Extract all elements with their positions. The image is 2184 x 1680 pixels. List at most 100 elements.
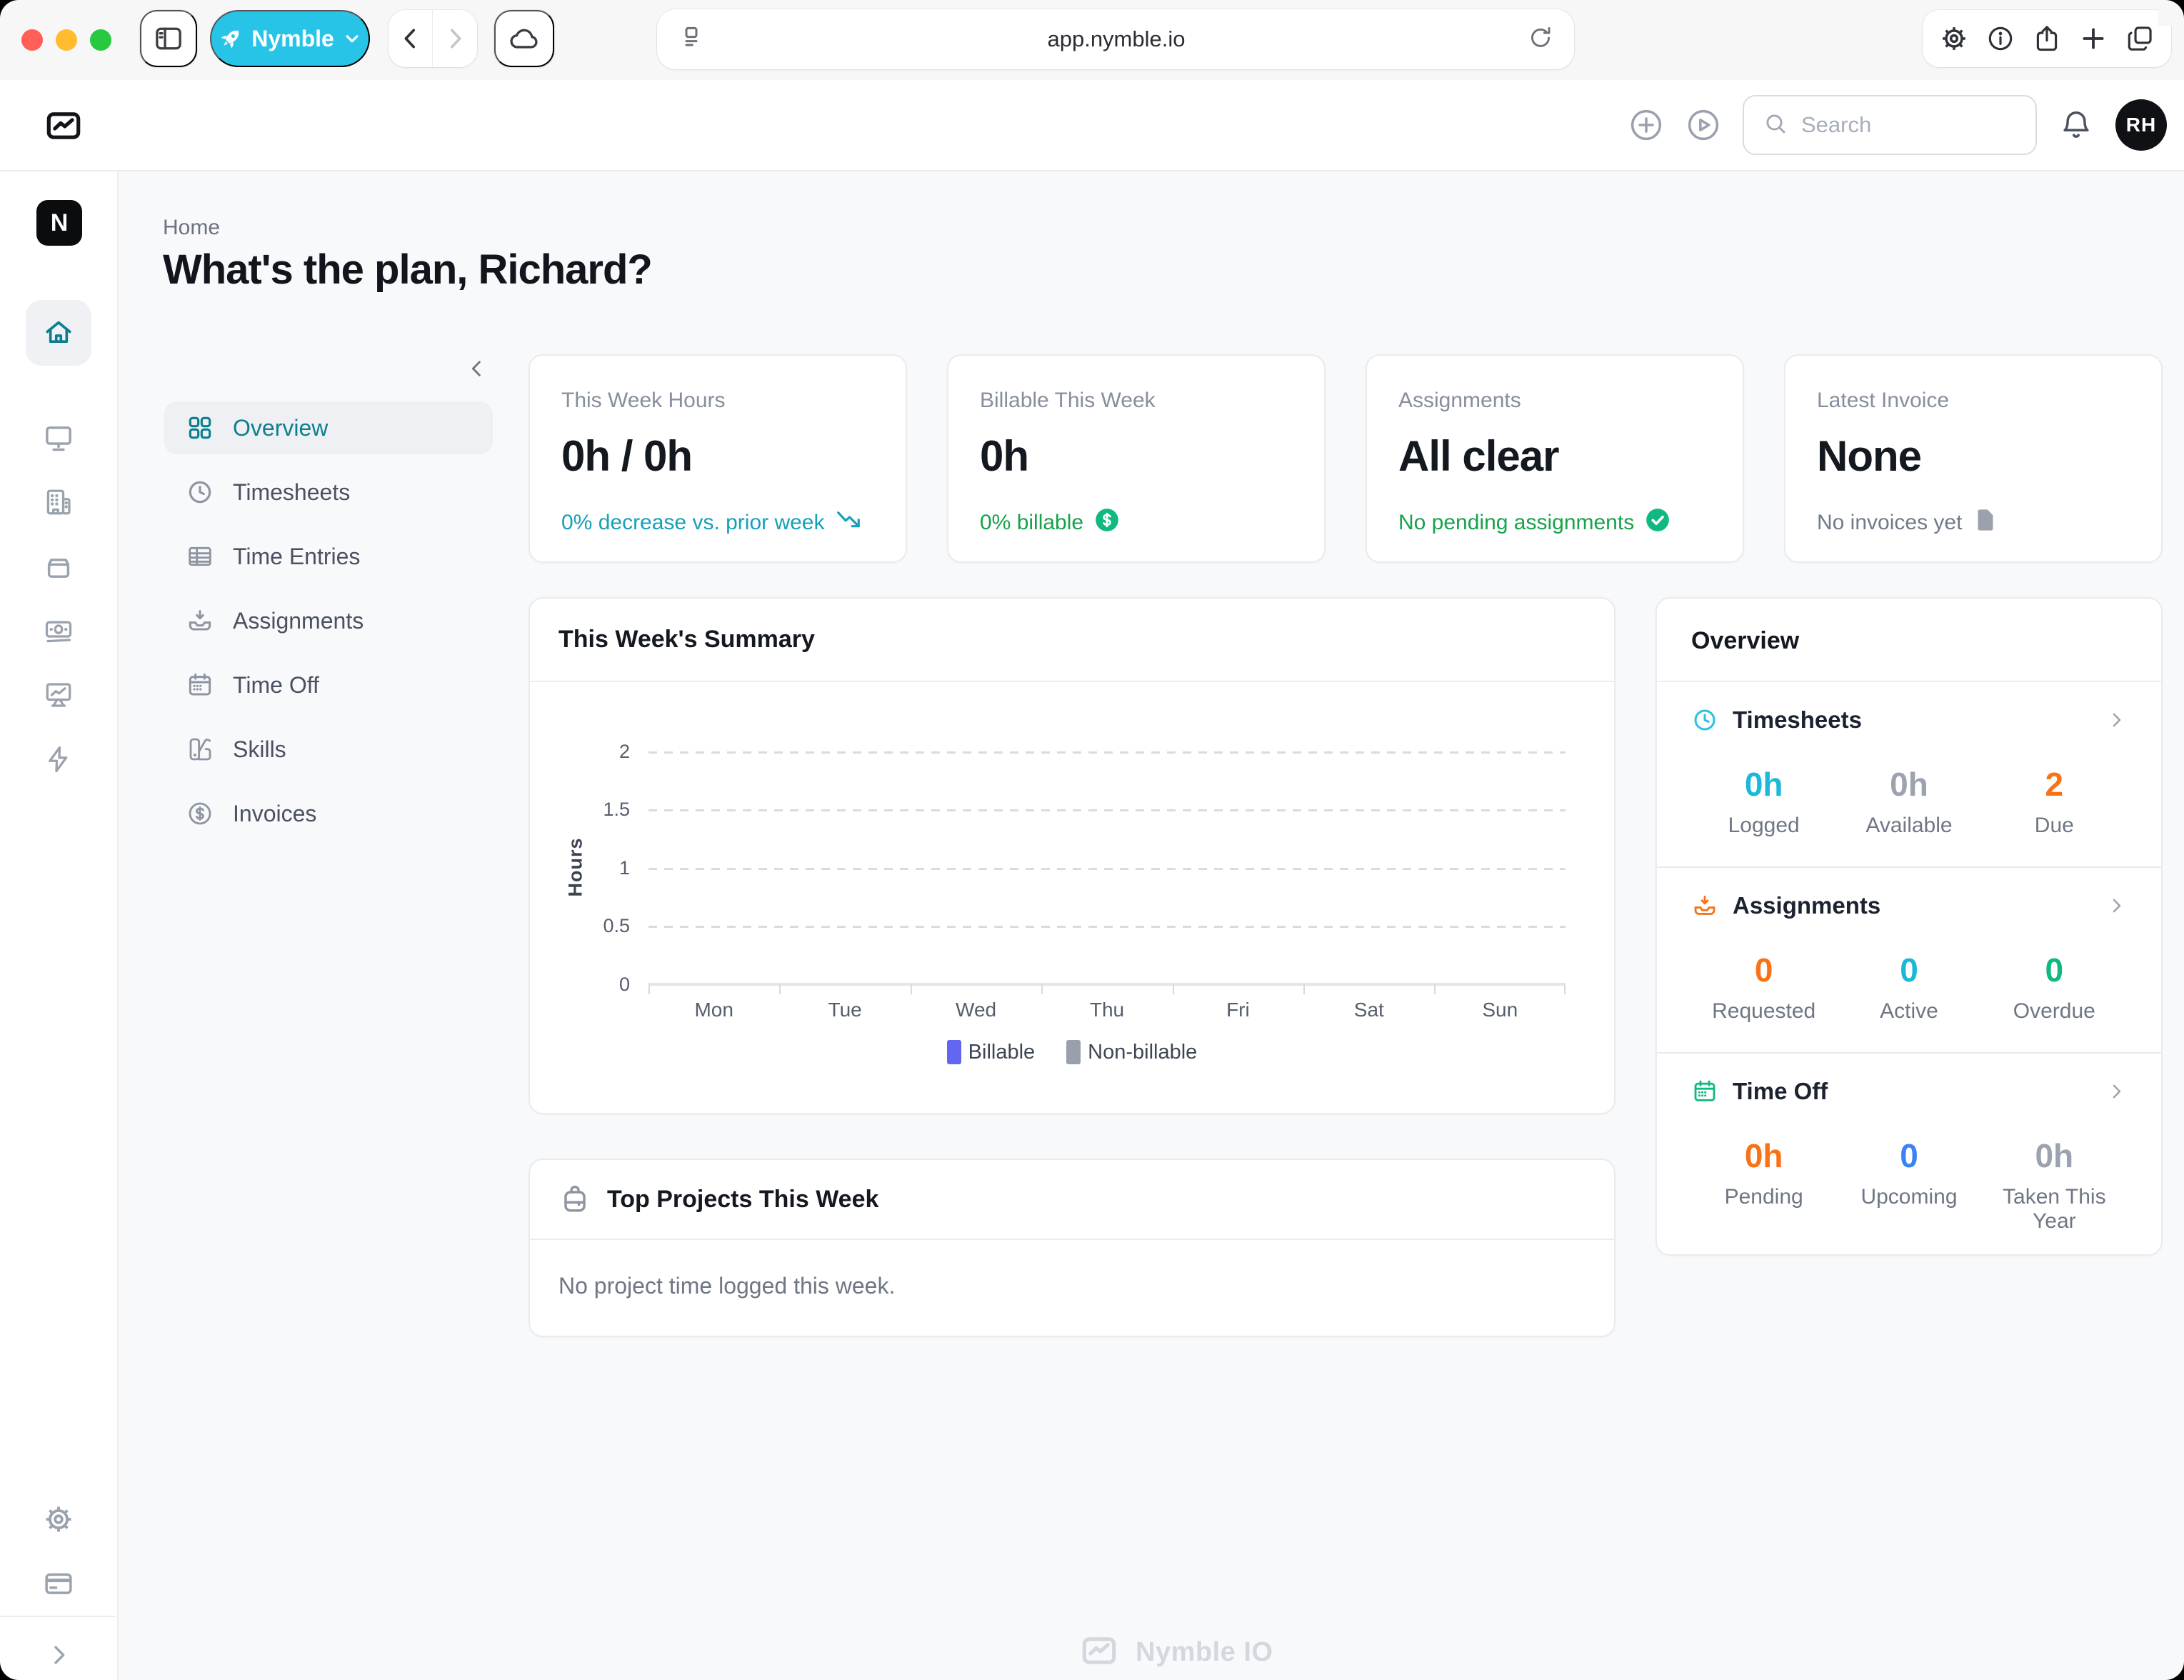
chart-plot-area [648, 751, 1566, 994]
building-icon [42, 486, 75, 521]
share-icon[interactable] [2032, 24, 2062, 54]
breadcrumb[interactable]: Home [163, 216, 221, 239]
chevron-right-icon[interactable] [2105, 895, 2127, 916]
close-window-button[interactable] [21, 29, 43, 51]
stat-value: 0 [1900, 951, 1918, 989]
stat-value: 0 [2045, 951, 2064, 989]
section-title: Assignments [1733, 892, 1881, 919]
main-content: Home What's the plan, Richard? Overview … [119, 171, 2184, 1680]
section-stats: 0h Pending 0 Upcoming 0h Taken This Year [1691, 1136, 2127, 1234]
rail-item-projects[interactable] [26, 534, 91, 600]
stat-value: 0h [980, 432, 1029, 480]
stat-label: This Week Hours [561, 389, 726, 412]
address-bar[interactable]: app.nymble.io [657, 9, 1574, 69]
x-tick-fri: Fri [1226, 999, 1250, 1021]
back-button[interactable] [389, 10, 433, 67]
refresh-icon[interactable] [1527, 24, 1554, 55]
stat-label: Latest Invoice [1817, 389, 1950, 412]
search-input[interactable] [1801, 112, 2017, 138]
new-tab-icon[interactable] [2078, 24, 2108, 54]
settings-icon[interactable] [1939, 24, 1969, 54]
menu-item-time-entries[interactable]: Time Entries [164, 530, 493, 583]
stat-value: 0h / 0h [561, 432, 693, 480]
chevron-down-icon [341, 28, 363, 49]
workspace-tab-button[interactable]: Nymble [210, 10, 370, 67]
avatar[interactable]: RH [2115, 99, 2167, 151]
stat-footer: 0% billable [980, 506, 1293, 539]
menu-item-invoices[interactable]: Invoices [164, 787, 493, 840]
menu-item-assignments[interactable]: Assignments [164, 594, 493, 647]
rail-divider [0, 1616, 116, 1617]
search-box[interactable] [1743, 95, 2037, 155]
rail-item-company[interactable] [26, 470, 91, 536]
clock-icon [186, 478, 214, 506]
rail-item-settings[interactable] [26, 1487, 91, 1553]
tab-overview-icon[interactable] [2125, 24, 2155, 54]
stat-label: Taken This Year [2003, 1185, 2106, 1233]
stat-label: Requested [1712, 999, 1816, 1023]
sidebar-collapse-button[interactable] [460, 351, 494, 386]
minimize-window-button[interactable] [56, 29, 77, 51]
rail-item-workspace[interactable] [26, 406, 91, 471]
stat-value: 0 [1900, 1137, 1918, 1174]
browser-sidebar-toggle-button[interactable] [140, 10, 197, 67]
menu-item-timesheets[interactable]: Timesheets [164, 466, 493, 519]
y-tick-1: 1 [618, 857, 630, 879]
screen-corner-top-right [2158, 0, 2184, 26]
section-header[interactable]: Assignments [1691, 892, 2127, 919]
forward-button[interactable] [433, 10, 477, 67]
stat-footer: 0% decrease vs. prior week [561, 506, 874, 539]
rail-item-automations[interactable] [26, 727, 91, 793]
quick-add-button[interactable] [1628, 107, 1664, 143]
stat-card-latest-invoice: Latest Invoice None No invoices yet [1784, 354, 2163, 563]
menu-item-overview[interactable]: Overview [164, 401, 493, 454]
rocket-icon [217, 25, 244, 52]
info-icon[interactable] [1985, 24, 2015, 54]
stat-label: Upcoming [1860, 1185, 1958, 1209]
app-logo-icon[interactable] [40, 106, 87, 149]
legend-item-billable[interactable]: Billable [946, 1040, 1036, 1064]
stat-value: 2 [2045, 766, 2064, 803]
stat-footer-text: 0% decrease vs. prior week [561, 511, 825, 534]
notifications-button[interactable] [2058, 107, 2094, 143]
x-tick-thu: Thu [1089, 999, 1125, 1021]
screen-corner-bottom-left [0, 1654, 26, 1680]
company-logo[interactable]: N [36, 200, 82, 246]
traffic-lights [21, 29, 111, 51]
legend-label: Billable [968, 1040, 1036, 1064]
chevron-right-icon[interactable] [2105, 709, 2127, 731]
start-timer-button[interactable] [1685, 107, 1721, 143]
rail-item-reports[interactable] [26, 663, 91, 729]
y-tick-0-5: 0.5 [603, 915, 630, 936]
menu-item-skills[interactable]: Skills [164, 723, 493, 776]
watermark-text: Nymble IO [1136, 1637, 1273, 1667]
stat-footer-text: No invoices yet [1817, 511, 1963, 534]
stat-value: 0h [1744, 766, 1783, 803]
overview-panel-title: Overview [1657, 599, 2161, 682]
screen-corner-top-left [0, 0, 26, 26]
stat-label: Due [2034, 814, 2074, 837]
section-header[interactable]: Timesheets [1691, 706, 2127, 734]
stat-value: 0h [1890, 766, 1928, 803]
stat-card-assignments: Assignments All clear No pending assignm… [1366, 354, 1744, 563]
dollar-badge-icon [1093, 506, 1121, 539]
chevron-right-icon[interactable] [2105, 1081, 2127, 1102]
rail-expand-button[interactable] [26, 1633, 91, 1679]
rail-item-home[interactable] [26, 300, 91, 366]
credit-card-icon [42, 1567, 75, 1602]
stat-label: Active [1880, 999, 1938, 1023]
address-text[interactable]: app.nymble.io [1047, 26, 1186, 51]
menu-item-time-off[interactable]: Time Off [164, 659, 493, 711]
stat-label: Overdue [2013, 999, 2095, 1023]
section-header[interactable]: Time Off [1691, 1078, 2127, 1105]
x-axis-labels: Mon Tue Wed Thu Fri Sat Sun [648, 999, 1566, 1021]
rail-item-billing[interactable] [26, 1551, 91, 1617]
legend-item-non-billable[interactable]: Non-billable [1066, 1040, 1197, 1064]
browser-nav-group [389, 10, 477, 67]
browser-actions-group [1923, 10, 2171, 67]
icloud-tabs-button[interactable] [494, 10, 554, 67]
rail-item-payments[interactable] [26, 599, 91, 664]
reader-icon[interactable] [677, 24, 706, 56]
zoom-window-button[interactable] [90, 29, 111, 51]
stat-label: Pending [1724, 1185, 1803, 1209]
